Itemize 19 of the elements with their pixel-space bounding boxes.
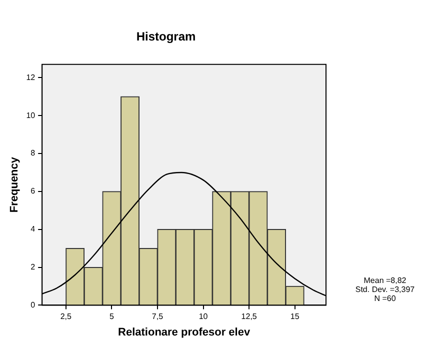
x-tick-label: 5 [109,312,114,322]
x-axis-title: Relationare profesor elev [118,326,251,338]
x-tick-label: 2,5 [60,312,72,322]
y-tick-label: 12 [26,72,36,82]
y-tick-label: 8 [30,148,36,158]
text: Std. Dev. =3,397 [354,285,416,294]
chart-title: Histogram [136,30,196,44]
y-tick-label: 6 [30,186,36,196]
y-axis-title: Frequency [8,156,21,213]
y-tick-label: 10 [26,110,36,120]
x-tick-label: 7,5 [152,312,164,322]
text: Mean =8,82 [362,276,408,285]
y-tick-label: 2 [30,262,36,272]
x-tick-label: 15 [290,312,300,322]
y-tick-label: 0 [30,300,36,310]
text: N =60 [373,294,397,303]
x-tick-label: 12,5 [241,312,258,322]
x-tick-label: 10 [198,312,208,322]
y-tick-label: 4 [30,224,36,234]
